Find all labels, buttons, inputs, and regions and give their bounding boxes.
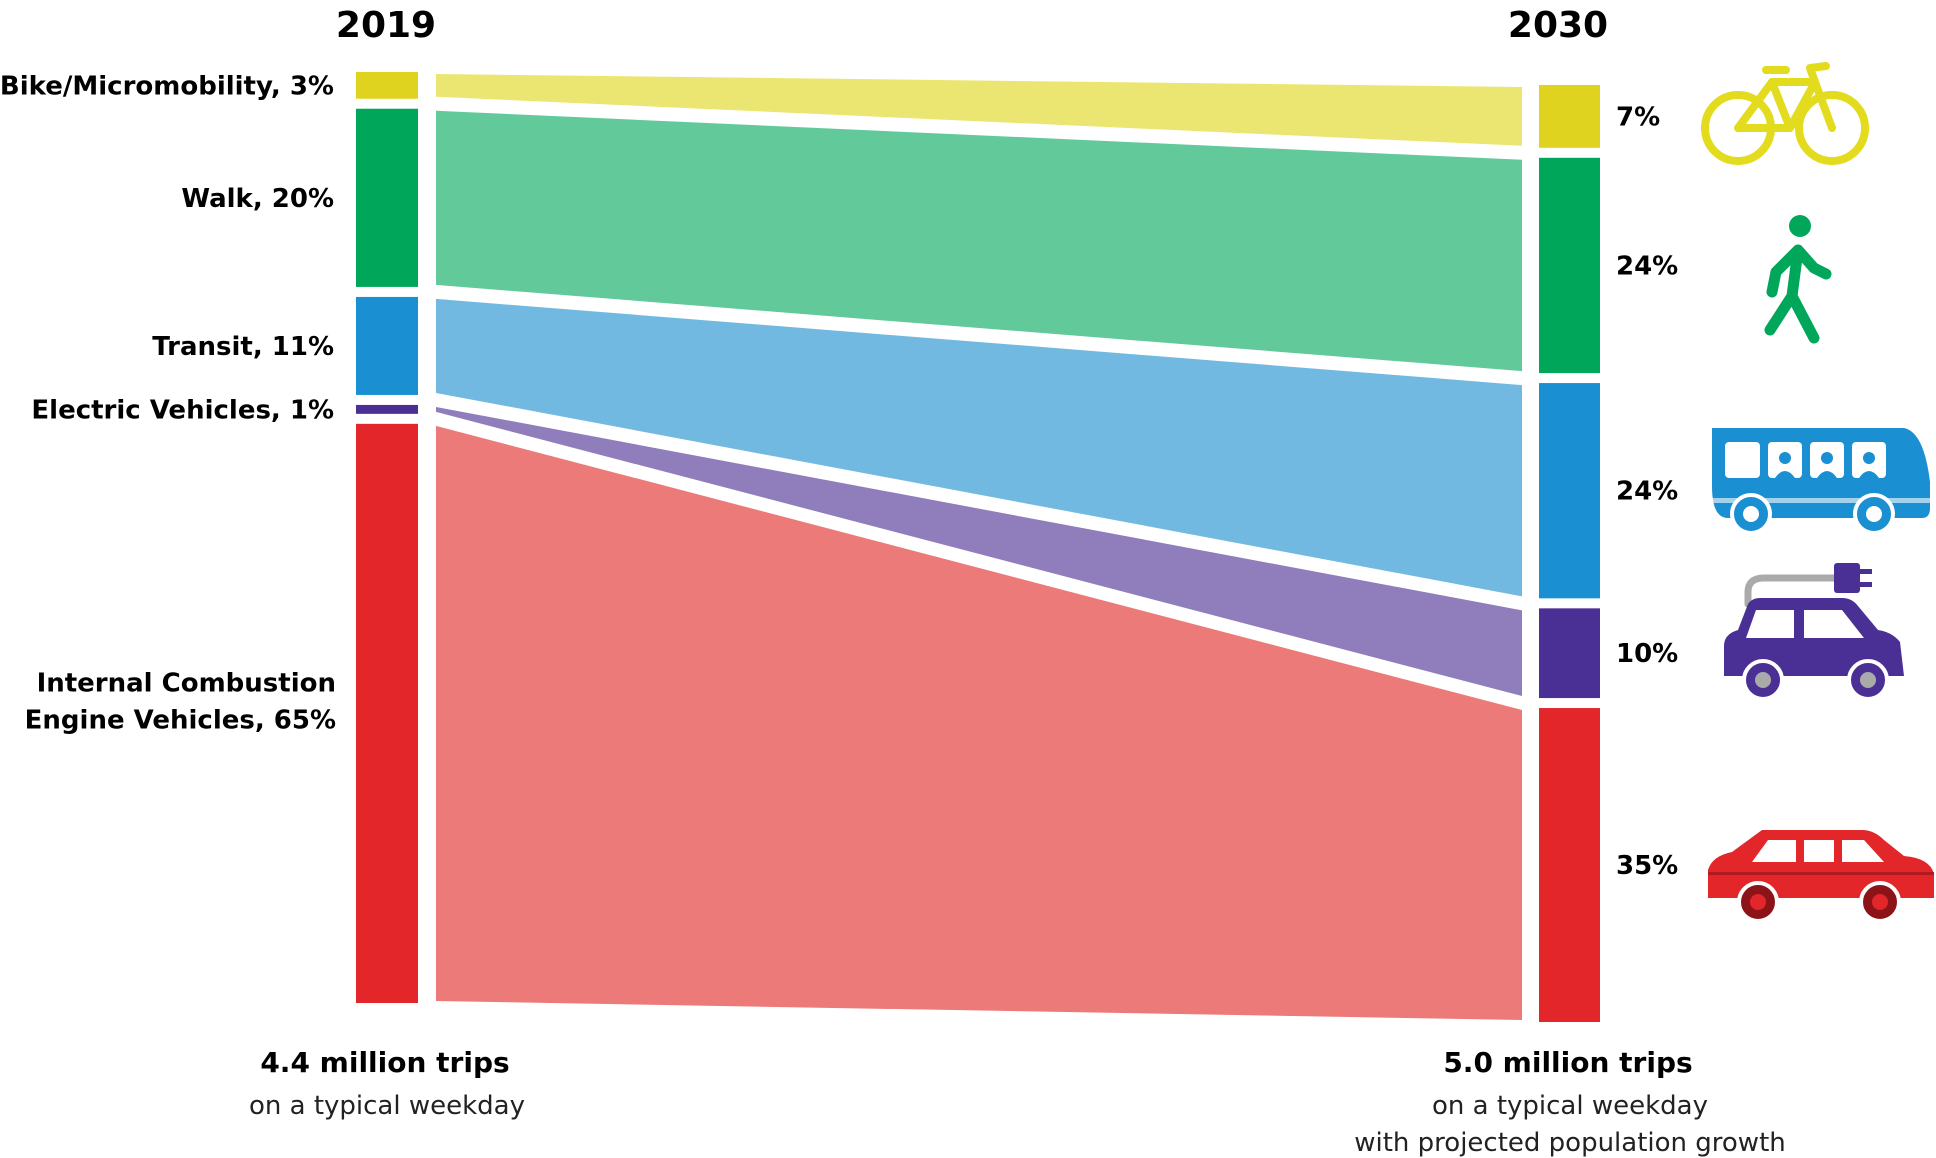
percent-labels-2030: 7% 24% 24% 10% 35% [1616,102,1678,881]
bar-2030-ev [1539,608,1600,699]
bus-icon [1712,428,1930,535]
flow-band-transit [436,298,1522,597]
total-2030-value: 5.0 million trips [1443,1046,1692,1079]
bar-2030-transit [1539,383,1600,599]
year-2019-label: 2019 [336,5,436,46]
flow-bands [436,74,1522,1021]
bar-2030-bike [1539,85,1600,148]
electric-car-icon [1724,563,1904,701]
percent-2030-bike: 7% [1616,102,1660,132]
labels-2019: Bike/Micromobility, 3% Walk, 20% Transit, … [0,71,336,735]
total-2019-value: 4.4 million trips [260,1046,509,1079]
bar-2019-ice [356,423,418,1004]
label-2019-walk: Walk, 20% [181,184,334,214]
percent-2030-ev: 10% [1616,639,1678,669]
label-2019-ice-line-1: Internal Combustion [37,668,336,698]
label-2019-ice-line-2: Engine Vehicles, 65% [25,705,336,735]
car-icon [1708,830,1934,923]
percent-2030-walk: 24% [1616,251,1678,281]
total-2030: 5.0 million trips on a typical weekday w… [1354,1046,1786,1158]
bar-2019-bike [356,72,418,99]
bar-2019-walk [356,108,418,287]
bars-2019 [356,72,418,1004]
year-2030-label: 2030 [1508,5,1608,46]
total-2030-note-2: with projected population growth [1354,1128,1786,1158]
label-2019-ev: Electric Vehicles, 1% [31,395,334,425]
label-2019-ice: Internal Combustion Engine Vehicles, 65% [25,668,336,735]
bar-2019-ev [356,404,418,414]
bicycle-icon [1701,62,1869,165]
label-2019-bike: Bike/Micromobility, 3% [0,71,334,101]
total-2019: 4.4 million trips on a typical weekday [249,1046,525,1121]
flow-band-ev [436,406,1522,697]
percent-2030-ice: 35% [1616,851,1678,881]
total-2030-note-1: on a typical weekday [1432,1091,1708,1121]
walking-person-icon [1764,215,1832,344]
bar-2030-walk [1539,157,1600,374]
flow-band-bike [436,74,1522,146]
bar-2019-transit [356,296,418,395]
flow-band-ice [436,425,1522,1021]
label-2019-transit: Transit, 11% [152,332,334,362]
percent-2030-transit: 24% [1616,477,1678,507]
flow-band-walk [436,110,1522,372]
bars-2030 [1539,85,1600,1022]
total-2019-note: on a typical weekday [249,1091,525,1121]
bar-2030-ice [1539,708,1600,1022]
